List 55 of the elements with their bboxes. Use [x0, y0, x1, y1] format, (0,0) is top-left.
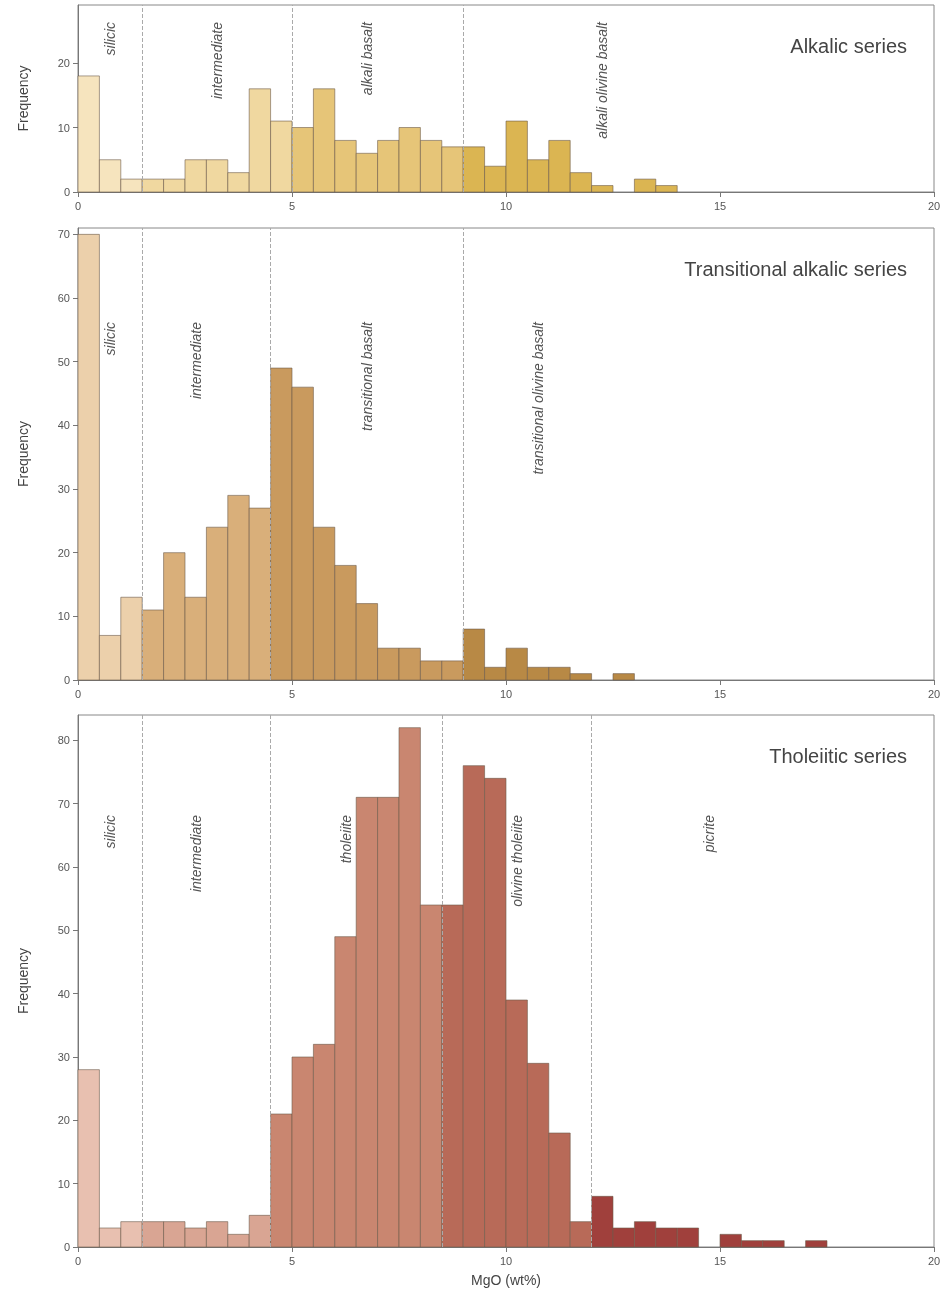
y-tick-label: 10: [57, 610, 70, 623]
text: Tholeiitic series: [769, 745, 908, 767]
annotation: alkali olivine basalt: [594, 20, 611, 139]
y-tick-label: 70: [57, 228, 70, 241]
y-tick-label: 50: [57, 924, 70, 937]
text: Transitional alkalic series: [684, 258, 908, 280]
y-tick-label: 10: [57, 121, 70, 134]
x-tick-label: 20: [927, 687, 941, 700]
annotation: transitional olivine basalt: [530, 320, 547, 475]
x-tick-label: 15: [713, 199, 727, 212]
x-axis-title: MgO (wt%): [471, 1272, 541, 1288]
x-tick-label: 0: [74, 687, 82, 700]
y-tick-label: 50: [57, 355, 70, 368]
annotation: tholeiite: [337, 814, 354, 864]
x-tick-label: 20: [927, 1254, 941, 1267]
annotation: olivine tholeiite: [508, 814, 525, 907]
x-tick-label: 20: [927, 199, 941, 212]
x-tick-label: 5: [288, 199, 296, 212]
x-tick-label: 15: [713, 1254, 727, 1267]
x-tick-label: 10: [499, 687, 513, 700]
text: Alkalic series: [790, 35, 907, 57]
x-tick-label: 5: [288, 1254, 296, 1267]
annotation: silicic: [102, 22, 119, 56]
y-tick-label: 0: [63, 674, 70, 686]
annotation: intermediate: [187, 321, 204, 400]
annotation: silicic: [102, 815, 119, 849]
y-tick-label: 80: [57, 734, 70, 747]
annotation: silicic: [102, 322, 119, 356]
y-tick-label: 20: [57, 57, 70, 70]
annotation: alkali basalt: [358, 20, 375, 96]
annotation: intermediate: [187, 814, 204, 893]
x-tick-label: 10: [499, 1254, 513, 1267]
y-tick-label: 20: [57, 546, 70, 559]
annotation: picrite: [701, 814, 718, 854]
annotation: intermediate: [209, 21, 226, 100]
y-axis-title: Frequency: [15, 420, 31, 488]
y-tick-label: 30: [57, 483, 70, 496]
y-axis-title: Frequency: [15, 947, 31, 1015]
y-tick-label: 0: [63, 1241, 70, 1253]
x-tick-label: 0: [74, 199, 82, 212]
y-tick-label: 40: [57, 419, 70, 432]
y-tick-label: 40: [57, 987, 70, 1000]
y-tick-label: 20: [57, 1114, 70, 1127]
x-tick-label: 5: [288, 687, 296, 700]
x-tick-label: 10: [499, 199, 513, 212]
y-tick-label: 30: [57, 1051, 70, 1063]
y-tick-label: 60: [57, 292, 70, 305]
y-axis-title: Frequency: [15, 65, 31, 132]
y-tick-label: 70: [57, 797, 70, 810]
x-tick-label: 0: [74, 1254, 82, 1267]
y-tick-label: 0: [63, 186, 70, 198]
y-tick-label: 60: [57, 861, 70, 873]
annotation: transitional basalt: [358, 320, 375, 431]
y-tick-label: 10: [57, 1177, 70, 1190]
x-tick-label: 15: [713, 687, 727, 700]
